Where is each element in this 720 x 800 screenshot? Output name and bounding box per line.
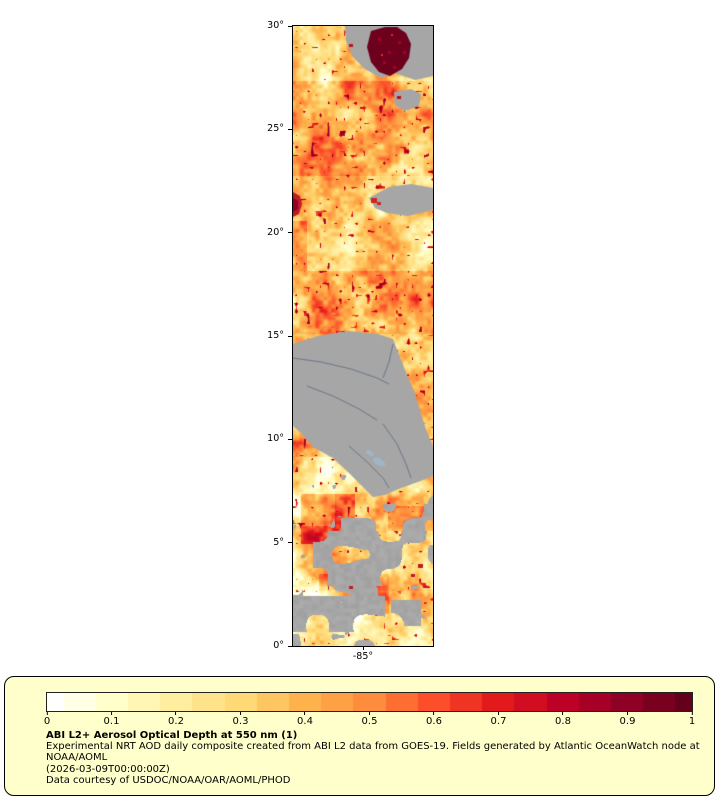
colorbar-tick-label: 0.2: [168, 716, 184, 727]
lat-tick-label: 25°: [267, 123, 284, 135]
tick-mark: [111, 712, 112, 715]
lat-tick-label: 10°: [267, 433, 284, 445]
lat-tick-label: 15°: [267, 330, 284, 341]
colorbar-tick-label: 0.5: [361, 716, 378, 727]
colorbar-tick: 0.5: [361, 712, 378, 727]
tick-mark: [288, 335, 292, 337]
tick-mark: [498, 712, 499, 715]
colorbar-tick: 0.2: [168, 712, 184, 727]
tick-mark: [240, 712, 241, 715]
tick-mark: [627, 712, 628, 715]
tick-mark: [175, 712, 177, 715]
tick-mark: [288, 438, 292, 440]
legend-timestamp: (2026-03-09T00:00:00Z): [46, 763, 170, 775]
colorbar-tick-label: 0.3: [232, 716, 249, 727]
colorbar-tick-label: 1: [688, 716, 696, 727]
colorbar-tick: 0.9: [619, 712, 636, 727]
colorbar-tick-label: 0.1: [103, 716, 120, 727]
legend-title: ABI L2+ Aerosol Optical Depth at 550 nm …: [46, 730, 298, 741]
tick-mark: [562, 712, 564, 715]
colorbar-tick-label: 0.6: [426, 716, 442, 727]
aod-map-canvas: [293, 26, 433, 646]
colorbar-tick-label: 0.4: [297, 716, 313, 727]
colorbar-tick: 0.8: [555, 712, 571, 727]
legend-description: Experimental NRT AOD daily composite cre…: [46, 741, 700, 764]
tick-mark: [288, 645, 292, 647]
colorbar-tick: 0.1: [103, 712, 120, 727]
tick-mark: [362, 646, 364, 650]
tick-mark: [288, 542, 292, 544]
colorbar-tick-label: 0.8: [555, 716, 571, 727]
tick-mark: [369, 712, 370, 715]
lat-tick-label: 20°: [267, 226, 284, 238]
colorbar-tick: 1: [689, 712, 695, 727]
colorbar-tick: 0.4: [297, 712, 313, 727]
colorbar-tick: 0.6: [426, 712, 442, 727]
tick-mark: [46, 712, 48, 715]
lon-tick-label: -85°: [352, 651, 374, 662]
tick-mark: [304, 712, 306, 715]
colorbar-tick: 0.7: [490, 712, 507, 727]
colorbar-tick: 0.3: [232, 712, 249, 727]
lat-tick-label: 0°: [273, 640, 284, 651]
tick-mark: [691, 712, 693, 715]
legend-panel: 0 0.1 0.2 0.3 0.4 0.5 0.6 0.7 0.8 0.9 1 ABI L2+ Ae…: [4, 676, 715, 796]
tick-mark: [288, 232, 292, 234]
colorbar-tick-label: 0.9: [619, 716, 636, 727]
tick-mark: [433, 712, 435, 715]
map-plot-area: 30° 25° 20° 15° 10° 5° 0° -85°: [267, 20, 434, 662]
tick-mark: [288, 25, 292, 27]
colorbar-tick: 0: [44, 712, 50, 727]
lat-tick-label: 5°: [273, 536, 284, 548]
legend-text: ABI L2+ Aerosol Optical Depth at 550 nm …: [46, 730, 710, 786]
lat-tick-label: 30°: [267, 20, 284, 31]
colorbar-axis: 0 0.1 0.2 0.3 0.4 0.5 0.6 0.7 0.8 0.9 1: [44, 712, 695, 728]
legend-credit: Data courtesy of USDOC/NOAA/OAR/AOML/PHO…: [46, 774, 291, 786]
tick-mark: [288, 128, 292, 130]
colorbar-tick-label: 0.7: [490, 716, 507, 727]
colorbar-canvas: [46, 692, 693, 712]
colorbar-tick-label: 0: [43, 716, 51, 727]
